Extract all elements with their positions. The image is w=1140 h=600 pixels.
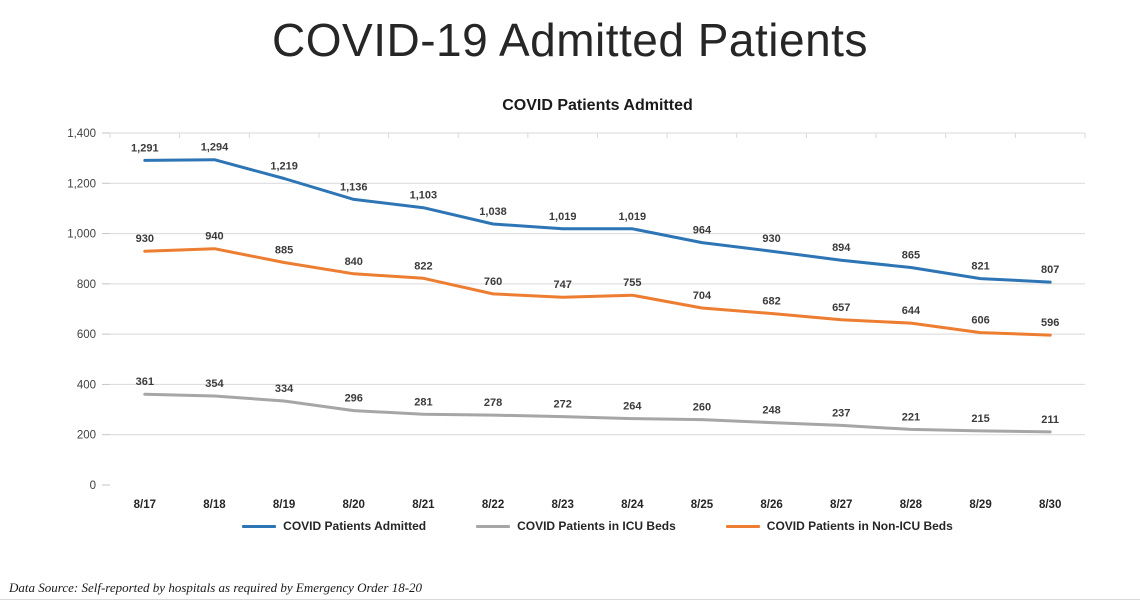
svg-text:8/26: 8/26 <box>760 499 782 511</box>
svg-text:1,200: 1,200 <box>67 178 96 190</box>
legend-item: COVID Patients in ICU Beds <box>476 519 676 533</box>
svg-text:821: 821 <box>971 261 989 273</box>
svg-text:704: 704 <box>693 290 712 302</box>
svg-text:361: 361 <box>136 376 154 388</box>
svg-text:248: 248 <box>762 405 780 417</box>
svg-text:296: 296 <box>345 393 363 405</box>
svg-text:260: 260 <box>693 402 711 414</box>
svg-text:755: 755 <box>623 277 641 289</box>
svg-text:8/22: 8/22 <box>482 499 504 511</box>
svg-text:8/27: 8/27 <box>830 499 852 511</box>
svg-text:930: 930 <box>762 233 780 245</box>
chart-title: COVID Patients Admitted <box>502 97 693 114</box>
svg-text:807: 807 <box>1041 264 1059 276</box>
legend-label: COVID Patients Admitted <box>283 519 427 533</box>
svg-text:281: 281 <box>414 396 432 408</box>
svg-text:885: 885 <box>275 245 293 257</box>
legend-line-swatch <box>725 524 760 528</box>
svg-text:334: 334 <box>275 383 294 395</box>
svg-text:600: 600 <box>77 329 96 341</box>
svg-text:8/30: 8/30 <box>1039 499 1061 511</box>
legend-line-swatch <box>242 524 277 528</box>
svg-text:8/17: 8/17 <box>134 499 156 511</box>
svg-text:278: 278 <box>484 397 502 409</box>
chart-legend: COVID Patients Admitted COVID Patients in… <box>110 519 1085 533</box>
svg-text:400: 400 <box>77 379 96 391</box>
svg-text:940: 940 <box>205 231 223 243</box>
svg-text:272: 272 <box>553 399 571 411</box>
svg-text:8/25: 8/25 <box>691 499 714 511</box>
svg-text:1,136: 1,136 <box>340 181 368 193</box>
data-source-note: Data Source: Self-reported by hospitals … <box>9 580 423 595</box>
svg-text:747: 747 <box>553 279 571 291</box>
legend-item: COVID Patients in Non-ICU Beds <box>725 519 953 533</box>
svg-text:8/29: 8/29 <box>969 499 991 511</box>
legend-label: COVID Patients in ICU Beds <box>517 519 676 533</box>
svg-text:8/21: 8/21 <box>412 499 435 511</box>
svg-text:200: 200 <box>77 430 96 442</box>
svg-text:8/24: 8/24 <box>621 499 644 511</box>
svg-text:1,019: 1,019 <box>549 211 577 223</box>
svg-text:964: 964 <box>693 225 712 237</box>
svg-text:237: 237 <box>832 407 850 419</box>
svg-text:760: 760 <box>484 276 502 288</box>
svg-text:211: 211 <box>1041 414 1059 426</box>
svg-text:840: 840 <box>345 256 363 268</box>
svg-text:1,038: 1,038 <box>479 206 507 218</box>
svg-text:264: 264 <box>623 401 642 413</box>
svg-text:8/19: 8/19 <box>273 499 295 511</box>
svg-text:657: 657 <box>832 302 850 314</box>
svg-text:1,400: 1,400 <box>67 128 96 140</box>
svg-text:1,103: 1,103 <box>410 190 438 202</box>
svg-text:8/23: 8/23 <box>551 499 573 511</box>
svg-text:8/18: 8/18 <box>203 499 226 511</box>
svg-text:682: 682 <box>762 296 780 308</box>
svg-text:8/28: 8/28 <box>900 499 923 511</box>
svg-text:8/20: 8/20 <box>343 499 365 511</box>
legend-item: COVID Patients Admitted <box>242 519 426 533</box>
svg-text:1,219: 1,219 <box>270 161 298 173</box>
legend-label: COVID Patients in Non-ICU Beds <box>766 519 953 533</box>
svg-text:865: 865 <box>902 250 920 262</box>
svg-text:822: 822 <box>414 260 432 272</box>
legend-line-swatch <box>476 524 511 528</box>
svg-text:644: 644 <box>902 305 921 317</box>
svg-text:606: 606 <box>971 315 989 327</box>
svg-text:354: 354 <box>205 378 224 390</box>
svg-text:800: 800 <box>77 279 96 291</box>
svg-text:215: 215 <box>971 413 989 425</box>
svg-text:1,019: 1,019 <box>619 211 647 223</box>
page-title: COVID-19 Admitted Patients <box>272 14 868 66</box>
svg-text:221: 221 <box>902 411 920 423</box>
svg-text:894: 894 <box>832 242 851 254</box>
svg-text:596: 596 <box>1041 317 1059 329</box>
svg-text:1,294: 1,294 <box>201 142 229 154</box>
svg-text:1,000: 1,000 <box>67 229 96 241</box>
svg-text:1,291: 1,291 <box>131 142 159 154</box>
svg-text:930: 930 <box>136 233 154 245</box>
svg-text:0: 0 <box>90 480 96 492</box>
